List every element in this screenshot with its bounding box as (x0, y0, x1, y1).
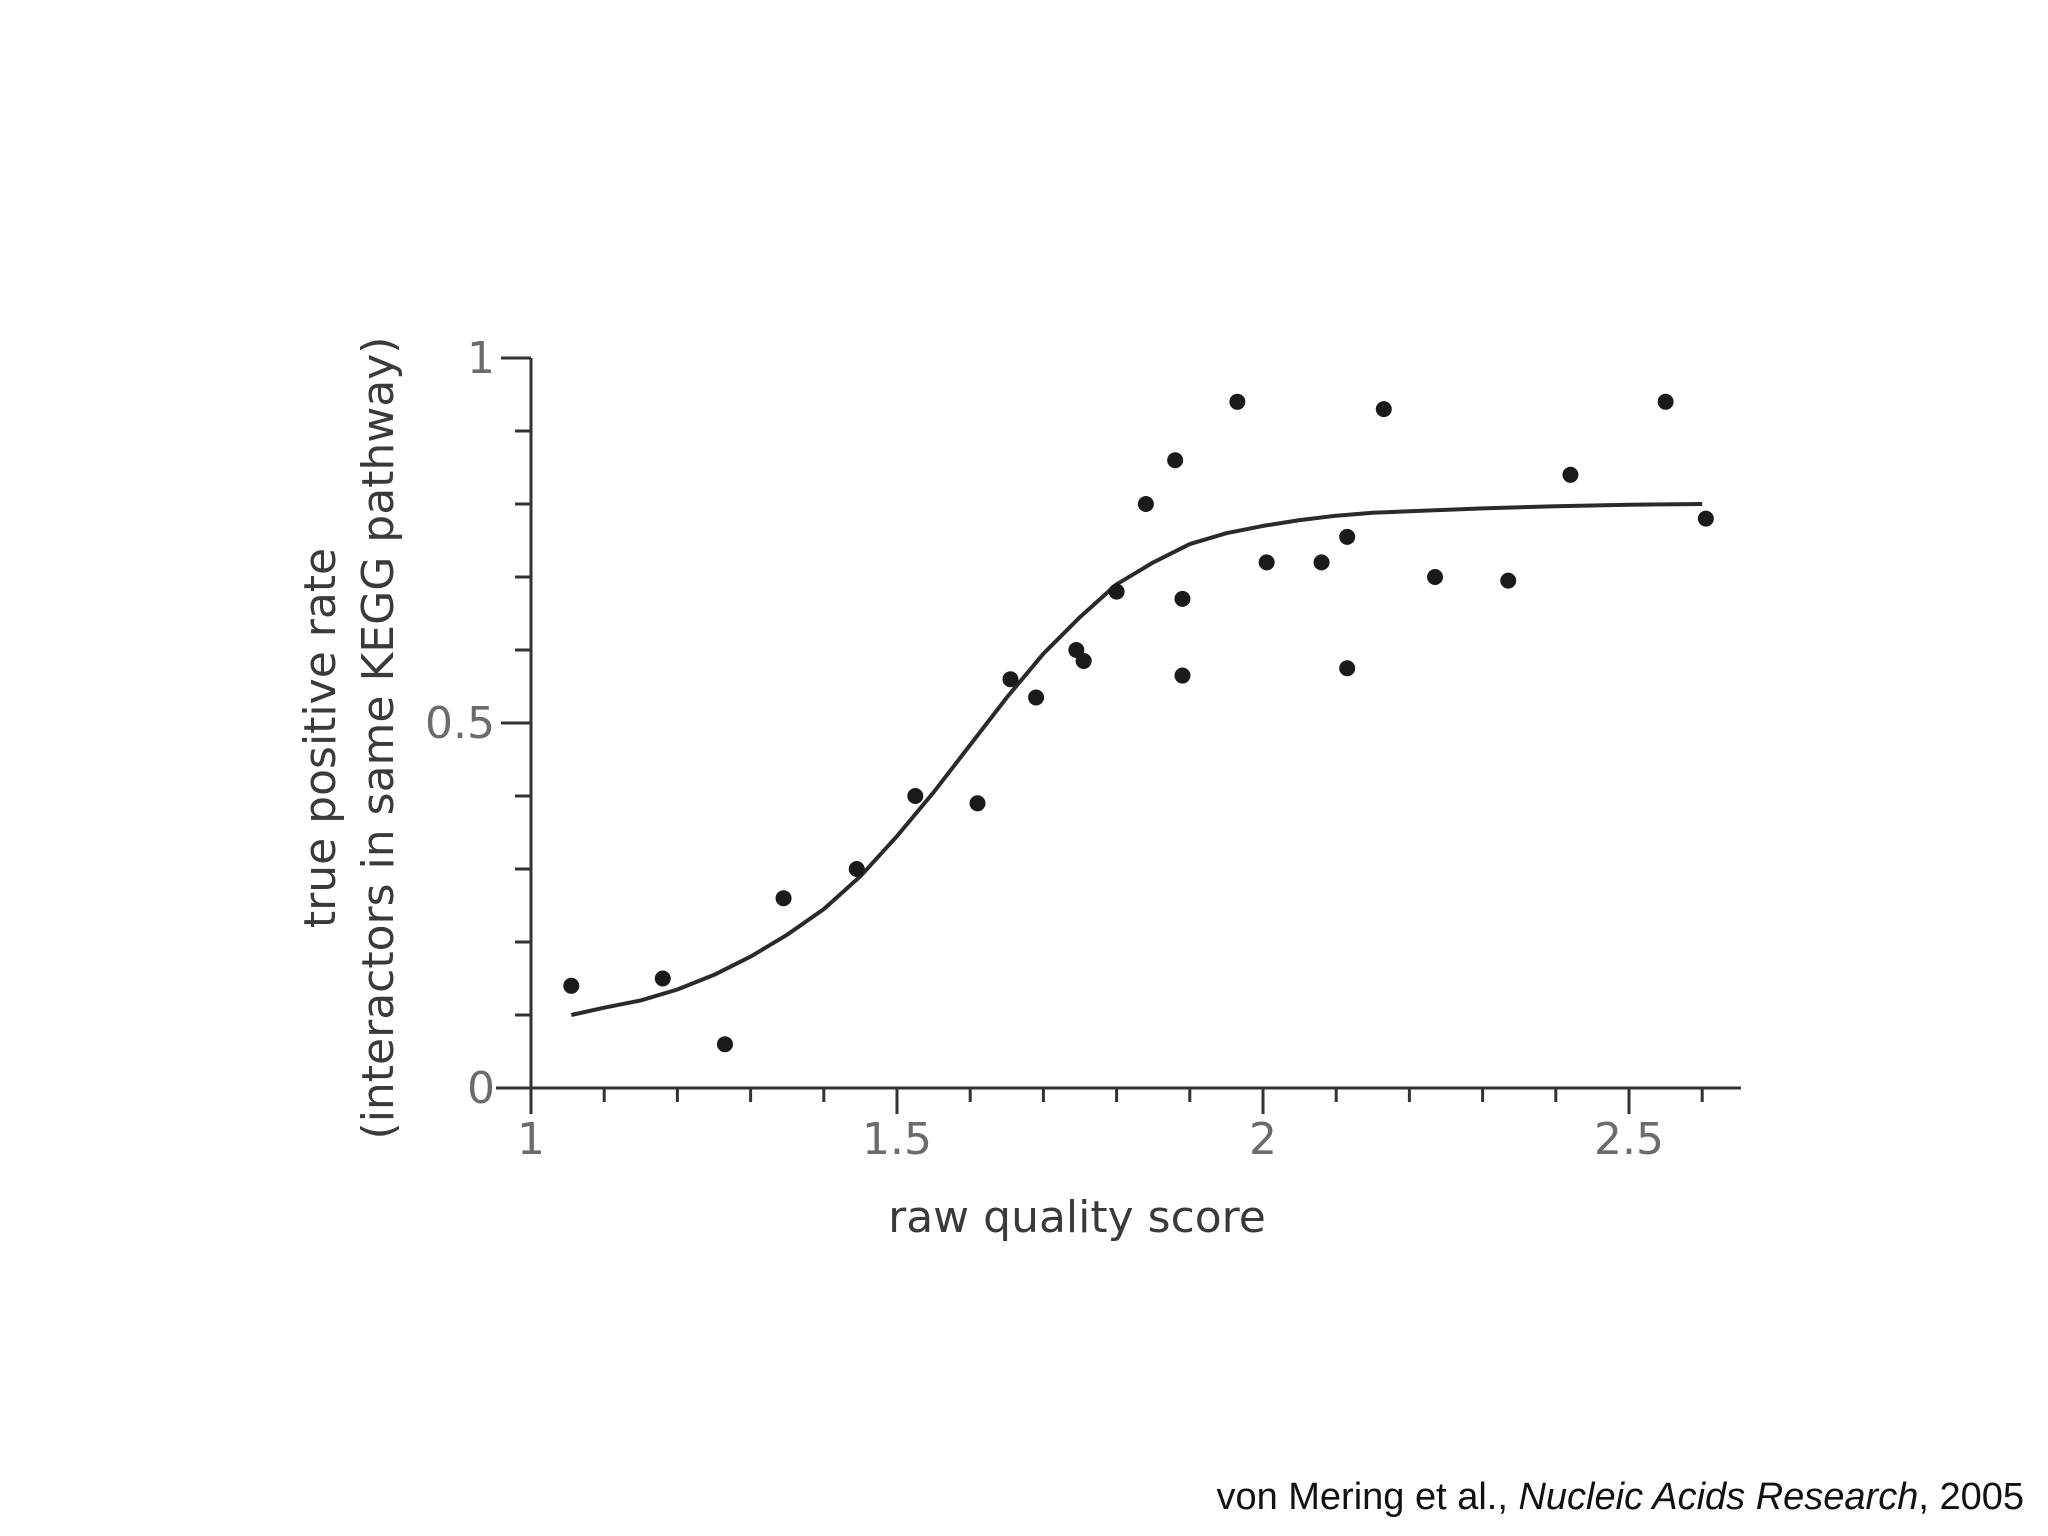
data-point (1002, 671, 1019, 688)
y-tick-label: 0 (467, 1063, 495, 1114)
data-point (1174, 667, 1191, 684)
data-points (563, 393, 1714, 1053)
data-point (775, 890, 792, 907)
data-point (1137, 496, 1154, 512)
citation-caption: von Mering et al., Nucleic Acids Researc… (1216, 1476, 2024, 1519)
ticks: 1 1.5 2 2.5 0 0.5 1 (425, 333, 1704, 1165)
data-point (563, 977, 580, 994)
data-point (1500, 572, 1517, 589)
data-point (654, 970, 671, 987)
data-point (969, 795, 986, 812)
x-axis-label: raw quality score (888, 1192, 1266, 1243)
data-point (716, 1036, 733, 1053)
data-point (848, 861, 865, 877)
axes (496, 358, 1741, 1090)
data-point (1339, 660, 1356, 677)
data-point (907, 788, 924, 804)
data-point (1657, 393, 1674, 410)
citation-year: , 2005 (1918, 1476, 2024, 1518)
data-point (1375, 401, 1392, 418)
data-point (1697, 510, 1714, 527)
data-point (1339, 528, 1356, 545)
data-point (1108, 583, 1125, 600)
x-tick-label: 2.5 (1594, 1114, 1664, 1165)
data-point (1562, 466, 1579, 483)
data-point (1075, 652, 1092, 669)
data-point (1167, 452, 1184, 469)
y-axis-label-line1: true positive rate (295, 548, 346, 928)
data-point (1174, 590, 1191, 607)
citation-authors: von Mering et al., (1216, 1476, 1519, 1518)
y-axis-label-line2: (interactors in same KEGG pathway) (353, 337, 404, 1140)
x-tick-label: 2 (1249, 1114, 1277, 1165)
data-point (1028, 689, 1045, 706)
y-tick-label: 1 (467, 333, 495, 384)
x-tick-label: 1.5 (862, 1114, 932, 1165)
fit-curve (570, 502, 1703, 1017)
data-point (1229, 393, 1246, 410)
x-tick-label: 1 (517, 1114, 545, 1165)
data-point (1427, 569, 1444, 585)
fit-curve-group (570, 502, 1703, 1017)
data-point (1258, 554, 1275, 571)
y-tick-label: 0.5 (425, 698, 495, 749)
axis-labels: raw quality score true positive rate (in… (295, 337, 1266, 1243)
data-point (1313, 554, 1330, 571)
citation-journal: Nucleic Acids Research (1518, 1476, 1919, 1518)
